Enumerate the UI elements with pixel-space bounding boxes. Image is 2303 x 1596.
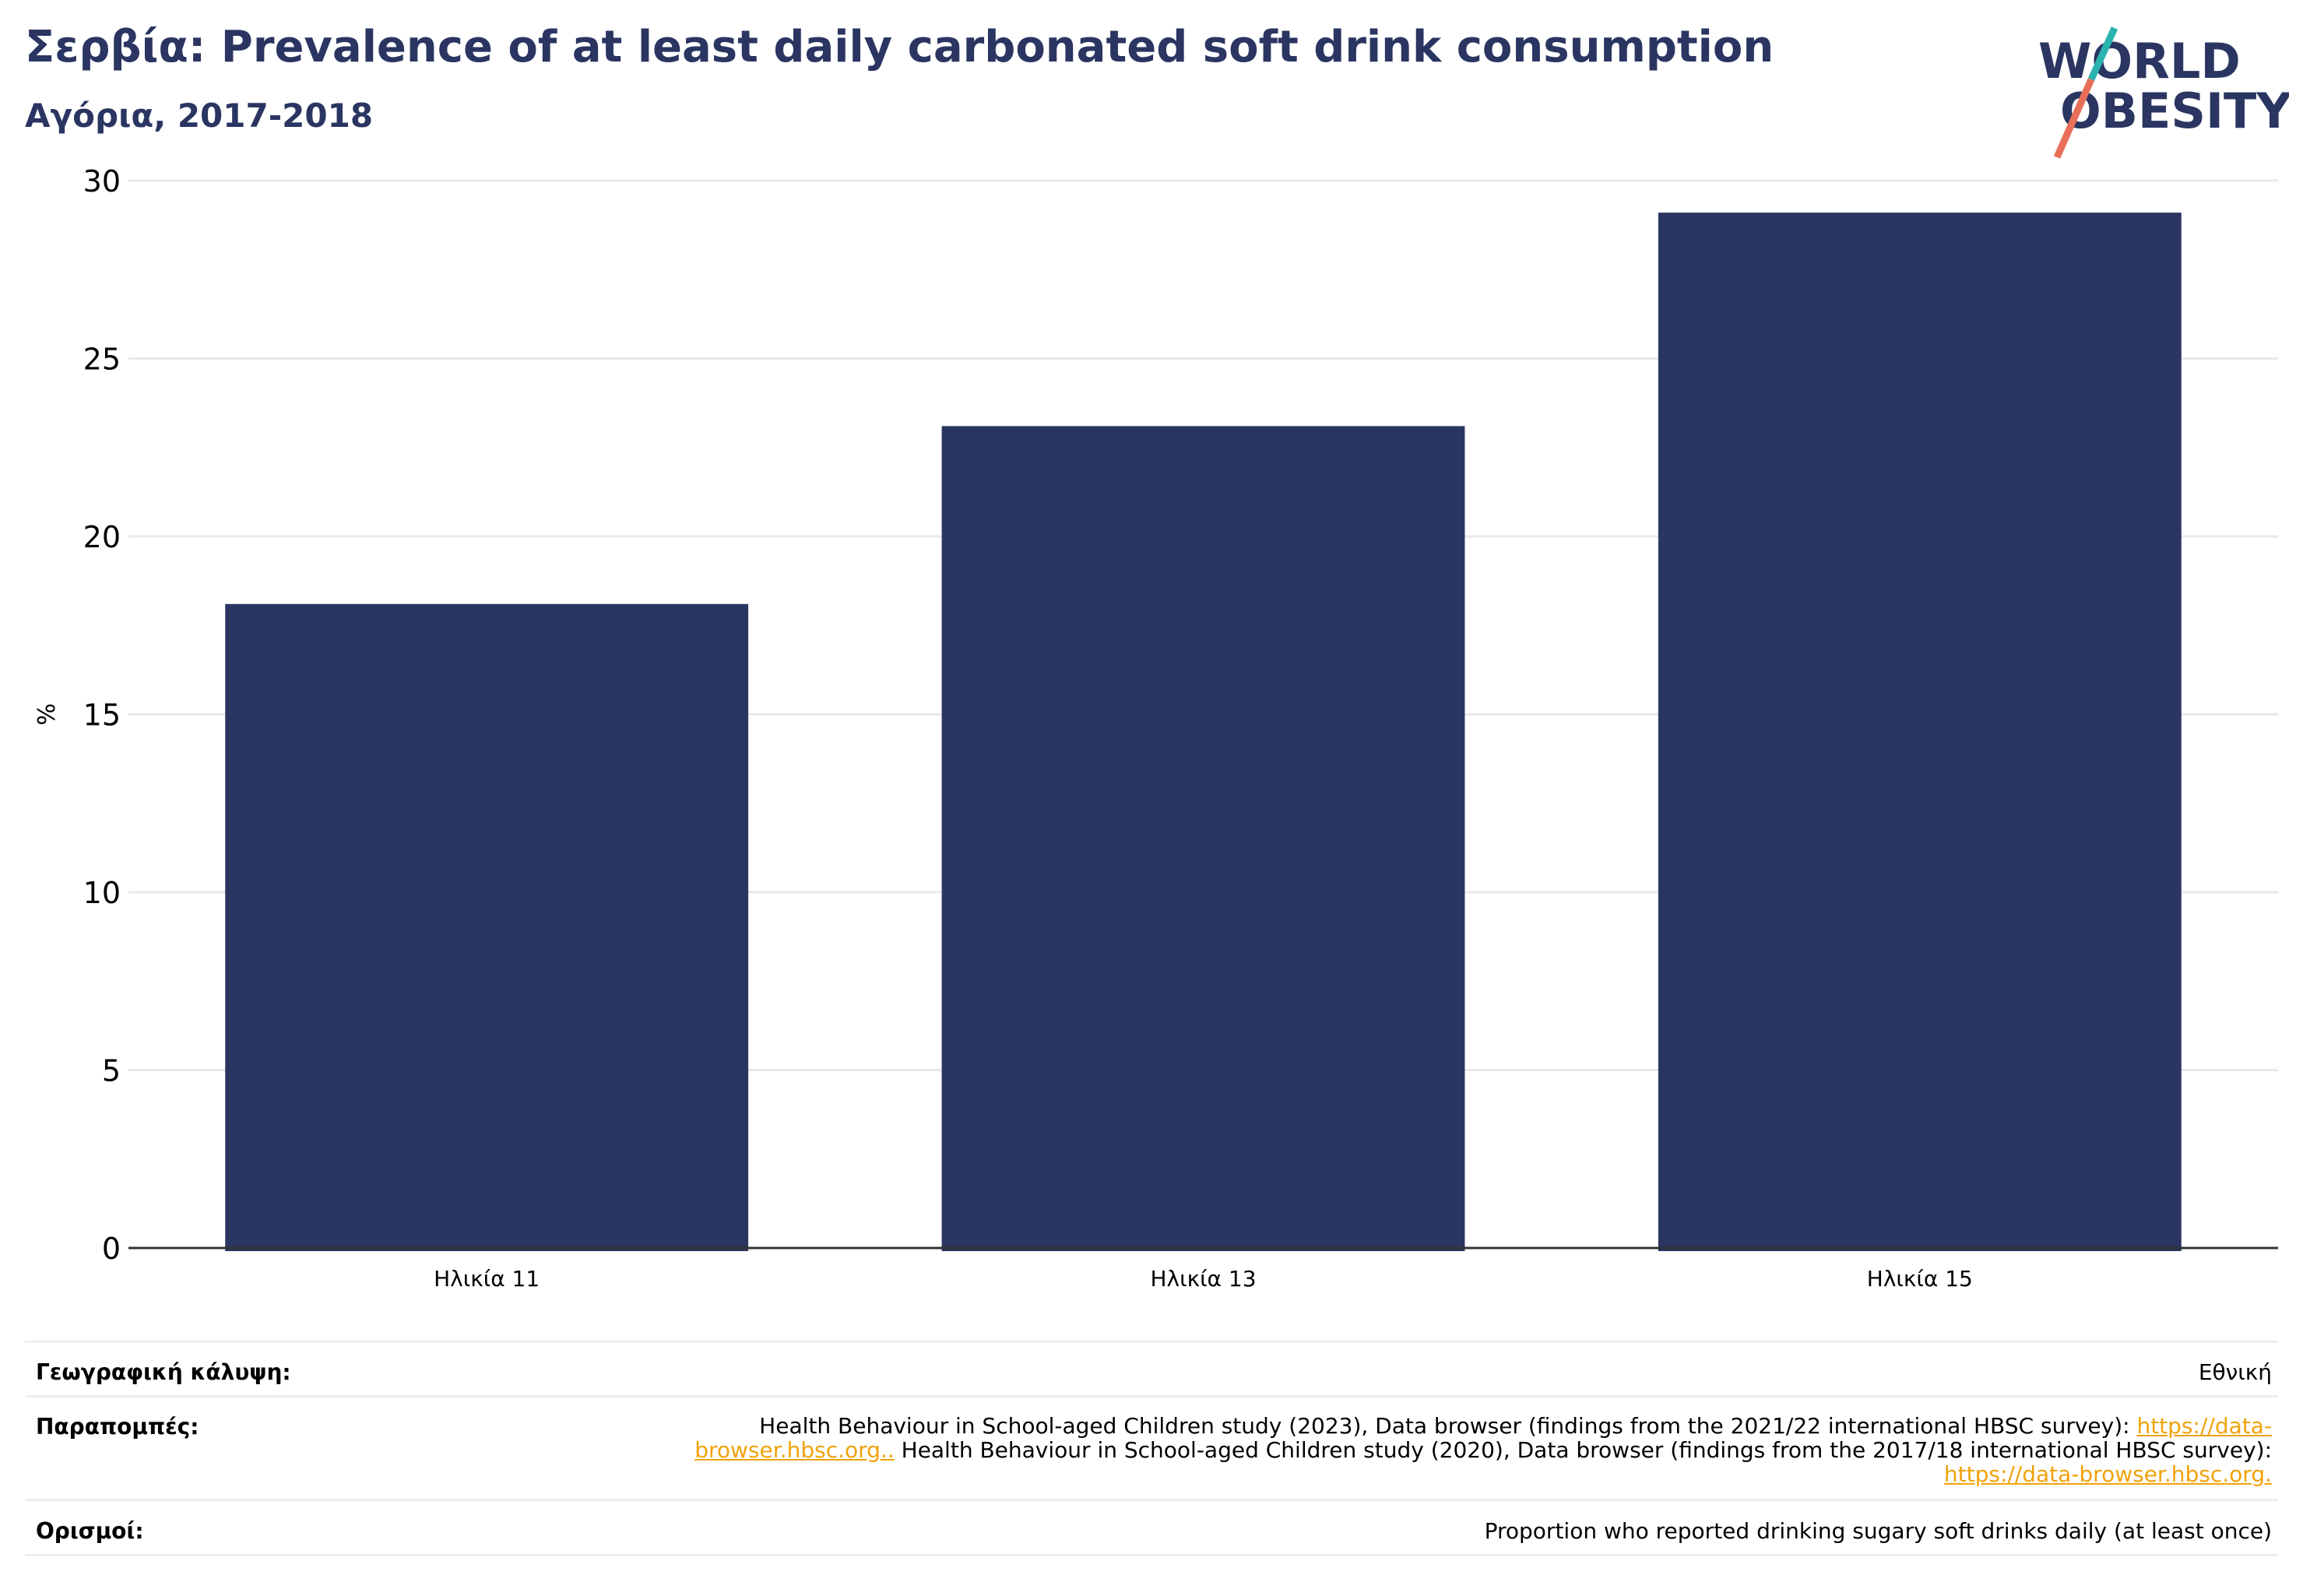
x-tick-label: Ηλικία 15: [1867, 1266, 1973, 1292]
definitions-value: Proportion who reported drinking sugary …: [1484, 1518, 2272, 1544]
y-tick-label: 10: [83, 876, 121, 910]
references-text: Health Behaviour in School-aged Children…: [637, 1414, 2272, 1486]
bars: [225, 213, 2182, 1251]
x-tick-label: Ηλικία 11: [434, 1266, 540, 1292]
y-tick-label: 5: [102, 1054, 121, 1088]
logo-slash-teal: [2087, 26, 2118, 81]
coverage-label: Γεωγραφική κάλυψη:: [36, 1359, 291, 1385]
y-tick-label: 15: [83, 698, 121, 733]
bar-chart: 0 5 10 15 20 25 30 Ηλικία 11 Ηλικία 13 Ηλικία 15…: [33, 164, 2278, 1292]
footer-divider: [25, 1395, 2278, 1397]
ref-text-1: Health Behaviour in School-aged Children…: [759, 1413, 2137, 1439]
chart-subtitle: Αγόρια, 2017-2018: [25, 97, 374, 135]
y-tick-label: 25: [83, 343, 121, 377]
logo-line2: OBESITY: [2060, 83, 2289, 139]
logo-slash-coral: [2053, 78, 2095, 159]
ref-link-2[interactable]: https://data-browser.hbsc.org.: [1943, 1461, 2272, 1487]
coverage-value: Εθνική: [2198, 1359, 2272, 1385]
chart-title: Σερβία: Prevalence of at least daily car…: [25, 22, 1774, 72]
ref-text-2: Health Behaviour in School-aged Children…: [894, 1437, 2272, 1463]
footer-divider: [25, 1554, 2278, 1556]
x-tick-label: Ηλικία 13: [1150, 1266, 1256, 1292]
y-axis-label: %: [33, 703, 61, 726]
bar: [225, 603, 749, 1251]
y-axis-ticks: 0 5 10 15 20 25 30: [83, 164, 121, 1266]
world-obesity-logo: WORLD OBESITY: [2038, 26, 2289, 159]
footer-divider: [25, 1341, 2278, 1343]
definitions-label: Ορισμοί:: [36, 1518, 144, 1544]
logo-line1: WORLD: [2038, 33, 2241, 90]
bar: [941, 426, 1465, 1251]
y-tick-label: 0: [102, 1232, 121, 1266]
y-tick-label: 30: [83, 164, 121, 199]
bar: [1658, 213, 2182, 1251]
ref-link-1[interactable]: https://data-browser.hbsc.org..: [694, 1413, 2272, 1463]
footer-divider: [25, 1499, 2278, 1501]
references-label: Παραπομπές:: [36, 1414, 199, 1440]
y-tick-label: 20: [83, 520, 121, 554]
x-axis-ticks: Ηλικία 11 Ηλικία 13 Ηλικία 15: [434, 1266, 1973, 1292]
